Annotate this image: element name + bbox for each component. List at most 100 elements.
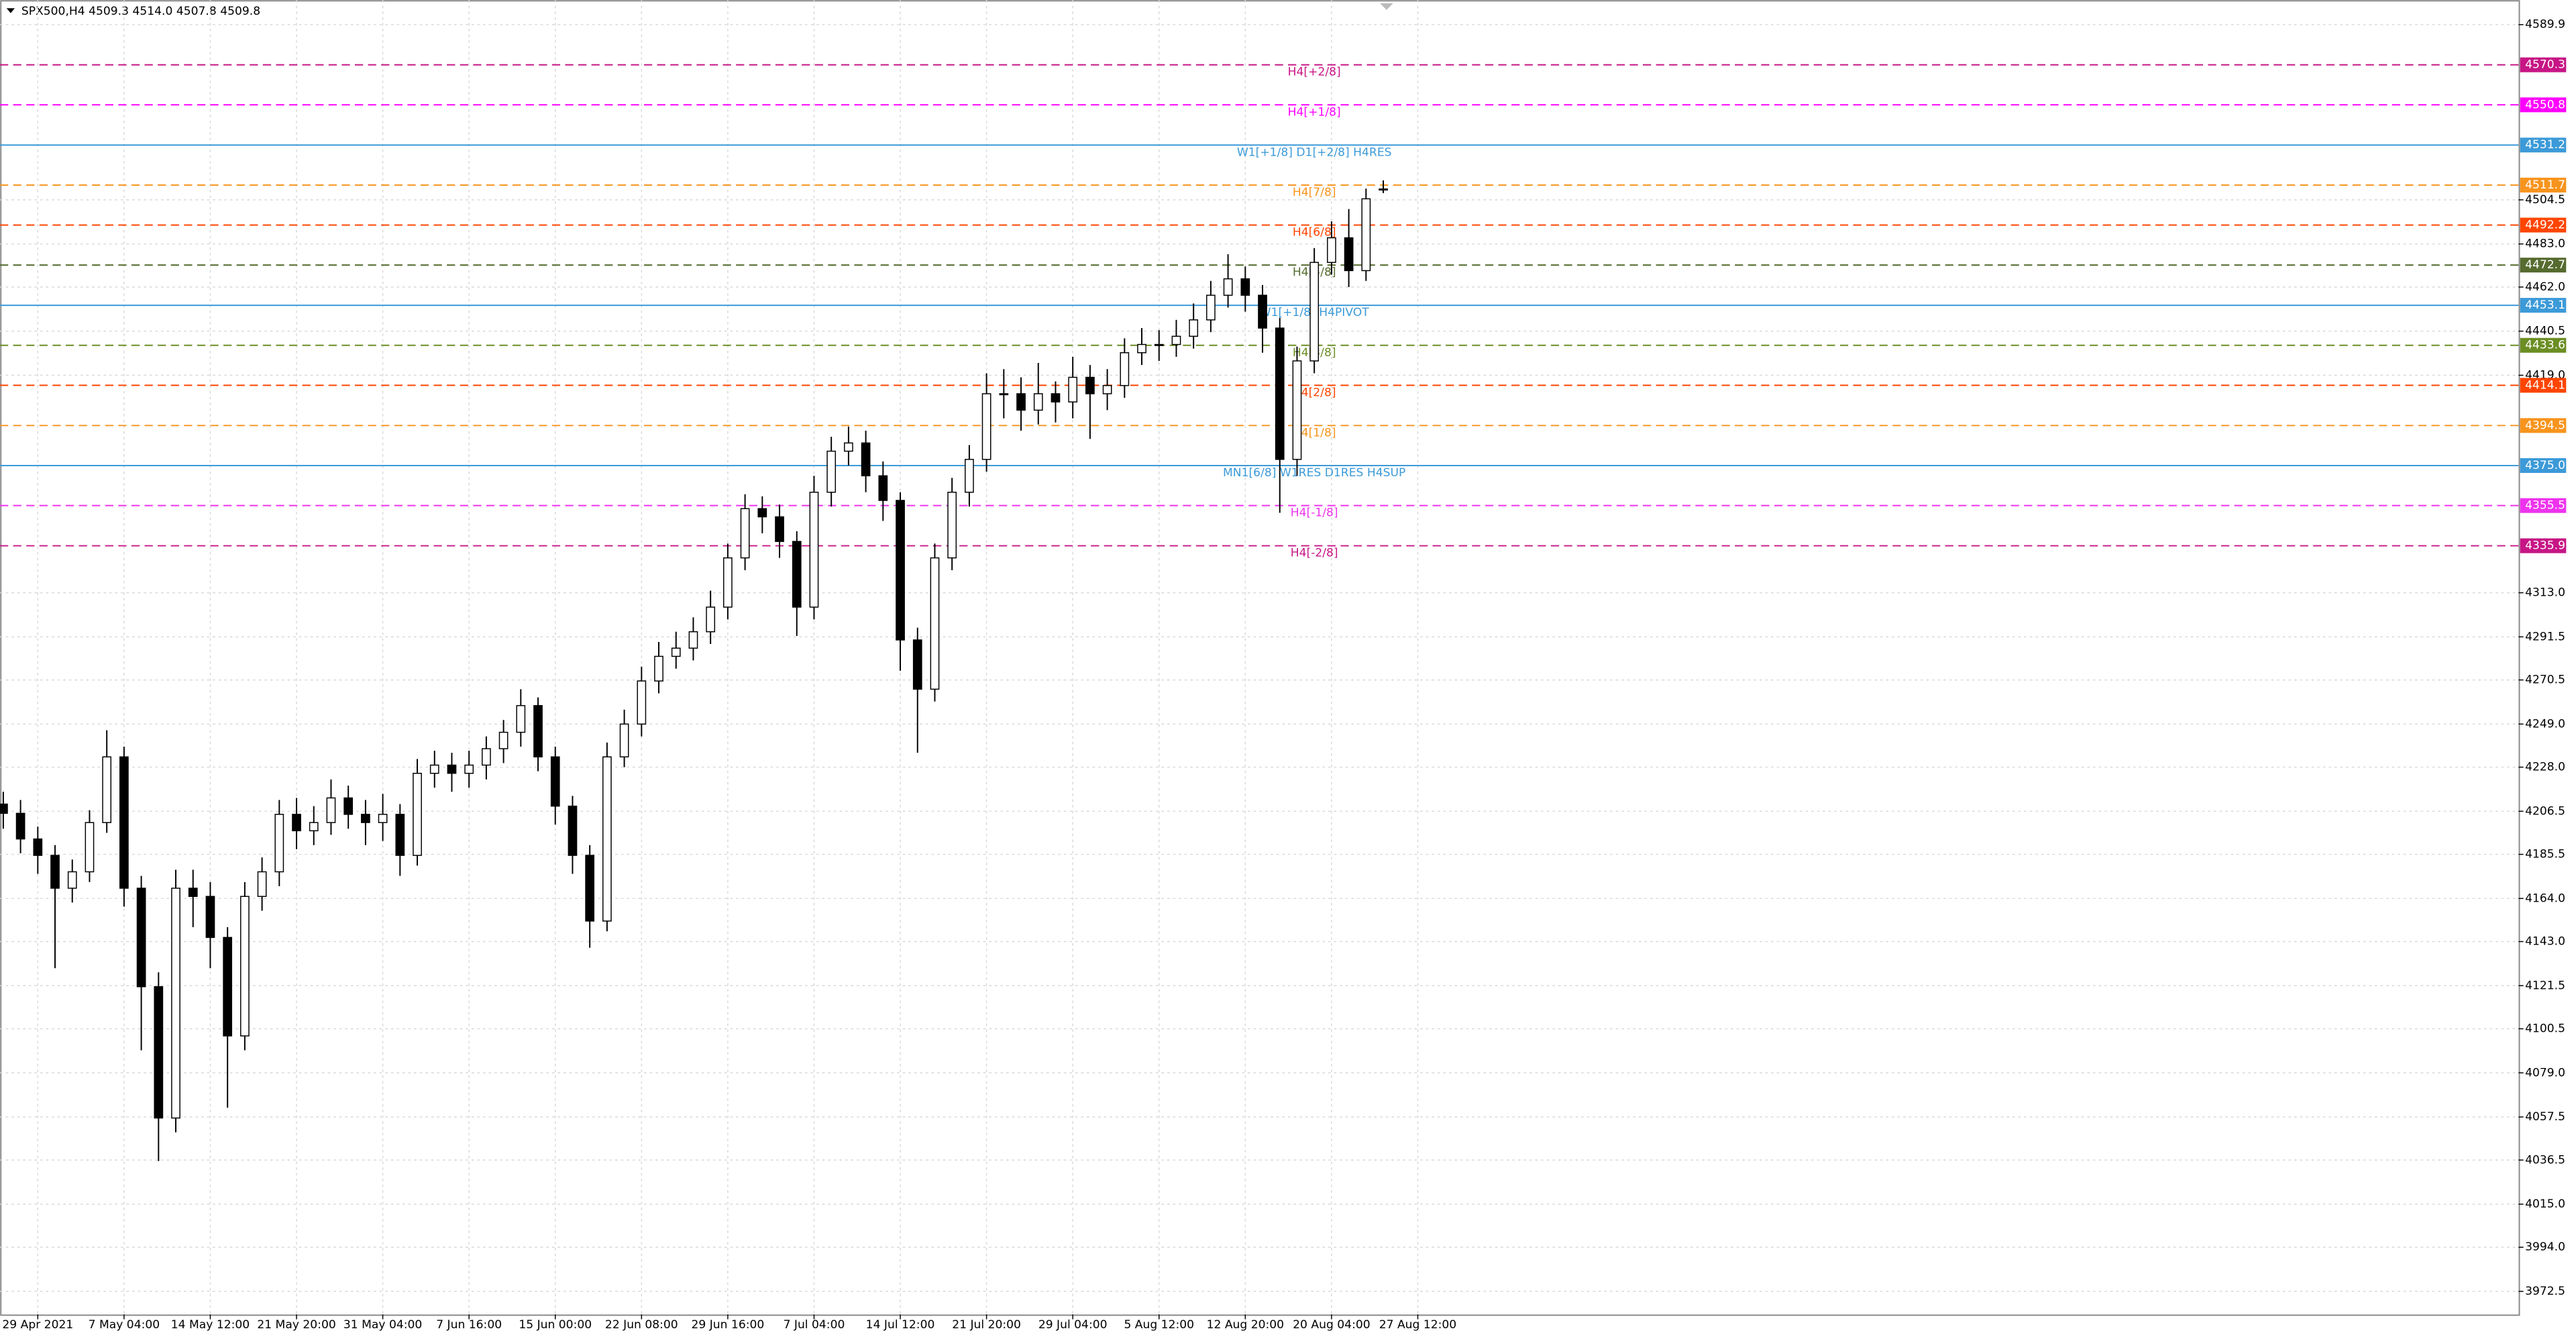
level-label: H4[1/8] <box>1293 426 1336 439</box>
candle-body <box>154 986 164 1119</box>
x-tick-label: 7 Jul 04:00 <box>784 1318 845 1332</box>
candle-body <box>1223 278 1233 296</box>
candle-body <box>568 805 578 856</box>
candle-body <box>1309 262 1320 362</box>
x-tick-label: 20 Aug 04:00 <box>1293 1318 1370 1332</box>
price-tag-label: 4414.1 <box>2525 378 2565 392</box>
candle-body <box>223 936 233 1036</box>
candle-body <box>119 756 129 889</box>
candle-body <box>274 814 284 873</box>
x-tick-label: 21 May 20:00 <box>257 1318 335 1332</box>
candle-body <box>136 888 146 987</box>
candle-body <box>498 731 508 749</box>
candle-body <box>1102 384 1112 394</box>
x-tick-label: 29 Jul 04:00 <box>1038 1318 1108 1332</box>
y-tick-label: 4079.0 <box>2525 1066 2565 1079</box>
price-tag <box>2520 138 2567 153</box>
candle-body <box>1379 188 1388 191</box>
x-tick-label: 14 May 12:00 <box>171 1318 250 1332</box>
candle-body <box>757 508 767 518</box>
y-tick-label: 4504.5 <box>2525 193 2565 207</box>
price-tag <box>2520 177 2567 193</box>
x-tick-label: 12 Aug 20:00 <box>1207 1318 1284 1332</box>
y-tick-label: 4164.0 <box>2525 892 2565 905</box>
y-tick-label: 4483.0 <box>2525 237 2565 251</box>
candle-body <box>429 764 439 774</box>
candle-body <box>326 797 336 823</box>
price-tag-label: 4492.2 <box>2525 219 2565 232</box>
price-tag <box>2520 458 2567 473</box>
price-tag <box>2520 97 2567 113</box>
menu-arrow[interactable] <box>6 8 15 13</box>
candle-body <box>309 822 319 832</box>
candle-body <box>1206 294 1216 321</box>
candle-body <box>482 748 491 766</box>
candle-body <box>723 557 733 608</box>
candle-body <box>240 896 250 1036</box>
candle-body <box>171 888 180 1119</box>
level-label: W1[+1/8] D1[+2/8] H4RES <box>1237 146 1392 159</box>
price-tag-label: 4375.0 <box>2525 459 2565 472</box>
candle-body <box>706 606 716 633</box>
price-tag-label: 4335.9 <box>2525 539 2565 553</box>
y-tick-label: 4143.0 <box>2525 935 2565 949</box>
candle-body <box>516 705 526 733</box>
y-tick-label: 4462.0 <box>2525 280 2565 294</box>
candle-body <box>1258 294 1267 329</box>
level-label: H4[+2/8] <box>1288 66 1341 79</box>
candle-body <box>585 855 595 922</box>
candle-body <box>637 680 647 725</box>
y-tick-label: 4206.5 <box>2525 804 2565 818</box>
price-tag <box>2520 498 2567 513</box>
x-tick-label: 15 Jun 00:00 <box>519 1318 592 1332</box>
y-tick-label: 4036.5 <box>2525 1153 2565 1167</box>
y-tick-label: 4228.0 <box>2525 761 2565 774</box>
level-label: H4[-2/8] <box>1291 547 1338 560</box>
price-tag <box>2520 378 2567 393</box>
shift-marker <box>1380 3 1393 10</box>
price-tag-label: 4394.5 <box>2525 419 2565 432</box>
candle-body <box>930 557 940 690</box>
chart-title: SPX500,H4 4509.3 4514.0 4507.8 4509.8 <box>21 5 260 18</box>
candle-body <box>619 723 629 758</box>
candle-body <box>447 764 457 774</box>
x-tick-label: 31 May 04:00 <box>343 1318 422 1332</box>
candle-body <box>1068 376 1078 403</box>
candle-body <box>67 871 77 889</box>
candle-body <box>85 822 95 873</box>
y-tick-label: 3972.5 <box>2525 1285 2565 1298</box>
price-tag <box>2520 418 2567 433</box>
price-tag-label: 4453.1 <box>2525 299 2565 312</box>
candle-body <box>1361 198 1371 272</box>
x-tick-label: 21 Jul 20:00 <box>952 1318 1021 1332</box>
y-tick-label: 4249.0 <box>2525 717 2565 731</box>
candle-body <box>464 764 474 774</box>
candle-body <box>1344 237 1354 272</box>
candle-body <box>188 888 198 897</box>
price-tag <box>2520 217 2567 233</box>
x-tick-label: 5 Aug 12:00 <box>1124 1318 1194 1332</box>
y-tick-label: 3994.0 <box>2525 1240 2565 1254</box>
price-tag-label: 4355.5 <box>2525 499 2565 513</box>
candle-body <box>602 756 612 922</box>
candle-body <box>102 756 112 823</box>
level-label: MN1[6/8] W1RES D1RES H4SUP <box>1223 466 1405 480</box>
x-tick-label: 7 Jun 16:00 <box>436 1318 502 1332</box>
level-label: H4[2/8] <box>1293 386 1336 399</box>
y-tick-label: 4057.5 <box>2525 1110 2565 1124</box>
candle-body <box>688 631 698 649</box>
candle-body <box>378 814 388 823</box>
x-tick-label: 14 Jul 12:00 <box>866 1318 935 1332</box>
candle-body <box>205 896 215 939</box>
candle-body <box>1292 360 1302 460</box>
candle-body <box>343 797 354 815</box>
level-label: H4[-1/8] <box>1291 506 1338 520</box>
y-tick-label: 4589.9 <box>2525 18 2565 32</box>
y-tick-label: 4100.5 <box>2525 1022 2565 1036</box>
candle-body <box>947 491 957 559</box>
plot-frame <box>0 0 2520 1316</box>
candle-body <box>533 705 543 758</box>
candle-body <box>775 516 784 542</box>
candle-body <box>1171 335 1181 345</box>
